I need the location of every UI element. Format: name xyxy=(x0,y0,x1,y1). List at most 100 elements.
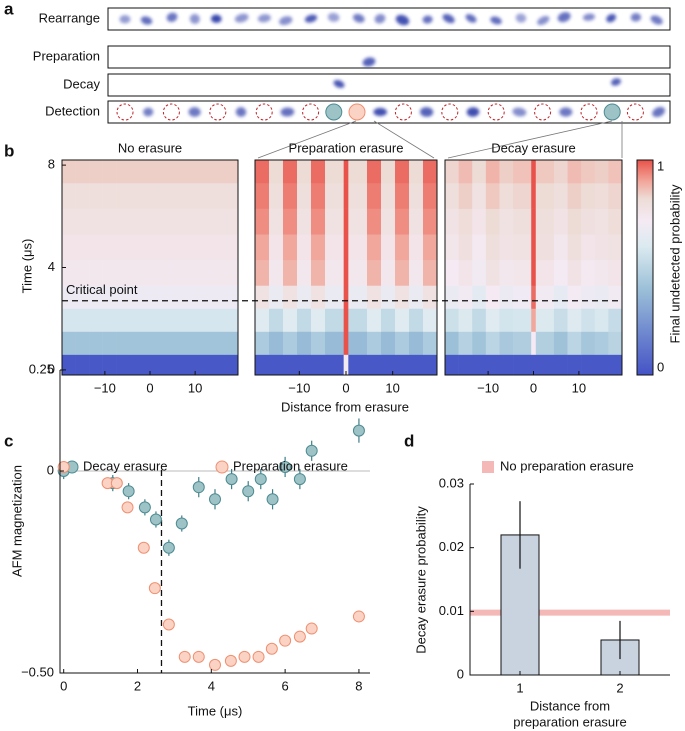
colorbar-tick-label: 0 xyxy=(657,359,664,374)
heatmap-cell xyxy=(311,208,326,235)
heatmap-cell xyxy=(297,331,312,355)
heatmap-cell xyxy=(343,308,349,332)
x-tick-label: 8 xyxy=(355,678,362,693)
heatmap-cell xyxy=(170,208,185,235)
atom xyxy=(327,12,340,22)
atom xyxy=(143,107,154,117)
y-axis-label: Time (μs) xyxy=(19,239,34,294)
heatmap-cell xyxy=(147,160,153,184)
heatmap-cell xyxy=(535,285,555,309)
heatmap-cell xyxy=(513,183,532,209)
row-label: Detection xyxy=(45,103,100,118)
heatmap-cell xyxy=(269,208,284,235)
y-tick-label: 0 xyxy=(47,462,54,477)
atom xyxy=(166,12,178,22)
heatmap-cell xyxy=(89,234,103,261)
heatmap-cell xyxy=(210,331,225,355)
heatmap-cell xyxy=(325,183,344,209)
heatmap-cell xyxy=(116,308,130,332)
atom xyxy=(610,78,622,86)
heatmap-cell xyxy=(513,208,532,235)
heatmap-cell xyxy=(395,259,410,286)
heatmap-cell xyxy=(594,183,609,209)
heatmap-cell xyxy=(445,308,459,332)
empty-site xyxy=(394,103,412,121)
heatmap-cell xyxy=(343,160,349,184)
heatmap-cell xyxy=(445,331,459,355)
atom xyxy=(606,14,617,23)
heatmap-cell xyxy=(116,208,130,235)
heatmap-cell xyxy=(348,285,368,309)
heatmap-cell xyxy=(311,234,326,261)
point xyxy=(266,493,279,506)
y-tick-label: 0 xyxy=(48,361,55,376)
heatmap-cell xyxy=(297,208,312,235)
heatmap-cell xyxy=(311,331,326,355)
panel-letter: a xyxy=(4,0,14,18)
heatmap-cell xyxy=(594,160,609,184)
heatmap-cell xyxy=(581,285,596,309)
heatmap-cell xyxy=(197,234,212,261)
heatmap-cell xyxy=(224,234,239,261)
link-line xyxy=(447,120,613,159)
heatmap-cell xyxy=(472,208,487,235)
heatmap-cell xyxy=(535,308,555,332)
point xyxy=(254,473,267,486)
heatmap-cell xyxy=(75,234,90,261)
heatmap-cell xyxy=(367,308,382,332)
heatmap-cell xyxy=(147,354,153,376)
heatmap-cell xyxy=(458,308,473,332)
heatmap-cell xyxy=(485,285,500,309)
heatmap-cell xyxy=(224,183,239,209)
heatmap-cell xyxy=(485,331,500,355)
heatmap-cell xyxy=(116,331,130,355)
heatmap-cell xyxy=(283,259,298,286)
heatmap-cell xyxy=(102,259,117,286)
heatmap-cell xyxy=(409,354,424,376)
heatmap-cell xyxy=(147,183,153,209)
heatmap-cell xyxy=(535,160,555,184)
heatmap-cell xyxy=(535,234,555,261)
heatmap-cell xyxy=(129,331,149,355)
atom xyxy=(188,107,201,117)
point xyxy=(352,610,365,623)
heatmap-cell xyxy=(458,259,473,286)
heatmap-cell xyxy=(129,285,149,309)
heatmap-cell xyxy=(89,183,103,209)
heatmap-cell xyxy=(170,259,185,286)
legend-marker xyxy=(482,461,494,473)
heatmap-cell xyxy=(116,160,130,184)
atom xyxy=(189,13,200,24)
panel-title: Preparation erasure xyxy=(289,140,404,155)
heatmap-cell xyxy=(269,160,284,184)
heatmap-cell xyxy=(102,208,117,235)
heatmap-cell xyxy=(269,285,284,309)
heatmap-cell xyxy=(348,208,368,235)
heatmap-cell xyxy=(224,285,239,309)
heatmap-cell xyxy=(152,259,171,286)
heatmap-cell xyxy=(170,354,185,376)
point xyxy=(224,654,237,667)
empty-site xyxy=(209,103,227,121)
heatmap-cell xyxy=(255,208,270,235)
heatmap-cell xyxy=(116,234,130,261)
heatmap-cell xyxy=(485,354,500,376)
point xyxy=(149,513,162,526)
x-tick-label: 10 xyxy=(572,380,586,395)
heatmap-cell xyxy=(348,331,368,355)
heatmap-cell xyxy=(445,259,459,286)
heatmap-cell xyxy=(152,183,171,209)
heatmap-cell xyxy=(445,160,459,184)
heatmap-cell xyxy=(581,208,596,235)
heatmap-cell xyxy=(170,234,185,261)
point xyxy=(121,501,134,514)
colorbar xyxy=(636,159,654,376)
heatmap-cell xyxy=(183,208,198,235)
x-tick-label: −10 xyxy=(477,380,499,395)
heatmap-cell xyxy=(348,160,368,184)
heatmap-cell xyxy=(89,208,103,235)
heatmap-cell xyxy=(513,259,532,286)
heatmap-cell xyxy=(608,234,623,261)
heatmap-cell xyxy=(255,183,270,209)
